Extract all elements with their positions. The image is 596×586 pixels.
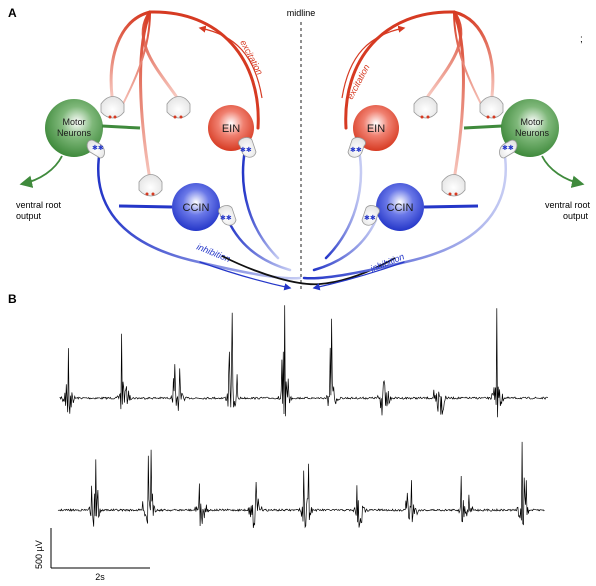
scale-time-label: 2s [95, 572, 105, 582]
vesicle-icon [151, 192, 155, 196]
stray-mark: ; [580, 34, 583, 45]
right-ccin-label: CCIN [387, 202, 414, 214]
left-excitation-arrow [198, 25, 263, 99]
right-terminal-ccin-ccin [361, 205, 380, 226]
vesicle-icon [492, 115, 496, 119]
right-hemicord: excitation Motor Neurons ventral root ou… [302, 10, 591, 291]
left-inhibition-label: inhibition [195, 242, 232, 265]
left-terminal-ein-ccin [138, 174, 163, 197]
vesicle-icon [173, 115, 177, 119]
inhibitory-synapse-icon: ✱✱ [92, 144, 104, 152]
vesicle-icon [426, 115, 430, 119]
right-excitation-label: excitation [345, 63, 372, 101]
vesicle-icon [113, 115, 117, 119]
left-terminal-ccin-ein [238, 137, 257, 158]
right-terminal-ein-ccin [441, 174, 466, 197]
panel-b-label: B [8, 292, 17, 306]
left-ventral-root-arrow [19, 155, 63, 188]
right-ventral-root-arrow [541, 155, 585, 188]
left-terminal-ccin-motor [86, 139, 105, 159]
left-terminal-motor-ein [100, 96, 125, 119]
left-motor-dendrite [101, 124, 141, 130]
scale-voltage-label: 500 µV [34, 540, 44, 569]
panel-a-label: A [8, 6, 17, 20]
right-motor-dendrite [463, 124, 503, 130]
left-output-label-line2: output [16, 211, 42, 221]
right-inhibition-label: inhibition [369, 251, 406, 274]
left-ein-axon [109, 10, 260, 182]
inhibitory-synapse-icon: ✱✱ [350, 146, 362, 154]
right-motor-label-line1: Motor [520, 117, 543, 127]
right-motor-label-line2: Neurons [515, 128, 550, 138]
left-terminal-ccin-ccin [218, 205, 237, 226]
left-ccin-label: CCIN [183, 202, 210, 214]
left-ccin-dendrite [118, 204, 173, 209]
inhibitory-synapse-icon: ✱✱ [220, 214, 232, 222]
vesicle-icon [486, 115, 490, 119]
right-ein-axon [344, 10, 495, 182]
left-ccin-cell [172, 183, 220, 231]
right-ccin-cell [376, 183, 424, 231]
vesicle-icon [179, 115, 183, 119]
right-excitation-arrow [341, 25, 406, 99]
left-ein-label: EIN [222, 123, 240, 135]
left-motor-label-line1: Motor [62, 117, 85, 127]
ventral-root-trace-1 [59, 305, 549, 418]
right-terminal-ccin-ein [347, 137, 366, 158]
right-output-label-line1: ventral root [545, 200, 591, 210]
panel-b-recording: 500 µV 2s [34, 305, 549, 582]
right-output-label-line2: output [563, 211, 589, 221]
right-ein-label: EIN [367, 123, 385, 135]
left-output-label-line1: ventral root [16, 200, 62, 210]
left-motor-label-line2: Neurons [57, 128, 92, 138]
ventral-root-trace-2 [57, 441, 545, 529]
right-ein-cell [353, 105, 399, 151]
right-ccin-dendrite [423, 204, 479, 209]
vesicle-icon [454, 192, 458, 196]
left-terminal-ein-ein [166, 96, 191, 119]
inhibitory-synapse-icon: ✱✱ [364, 214, 376, 222]
inhibitory-synapse-icon: ✱✱ [240, 146, 252, 154]
right-terminal-motor-ein [479, 96, 504, 119]
right-terminal-ccin-motor [499, 139, 518, 159]
midline-label: midline [287, 8, 316, 18]
inhibitory-synapse-icon: ✱✱ [502, 144, 514, 152]
vesicle-icon [145, 192, 149, 196]
vesicle-icon [108, 115, 112, 119]
left-hemicord: excitation Motor Neurons ventral root ou… [16, 10, 302, 291]
vesicle-icon [420, 115, 424, 119]
right-ccin-axon [302, 148, 507, 291]
right-terminal-ein-ein [413, 96, 438, 119]
vesicle-icon [448, 192, 452, 196]
scale-bar: 500 µV 2s [34, 528, 150, 582]
